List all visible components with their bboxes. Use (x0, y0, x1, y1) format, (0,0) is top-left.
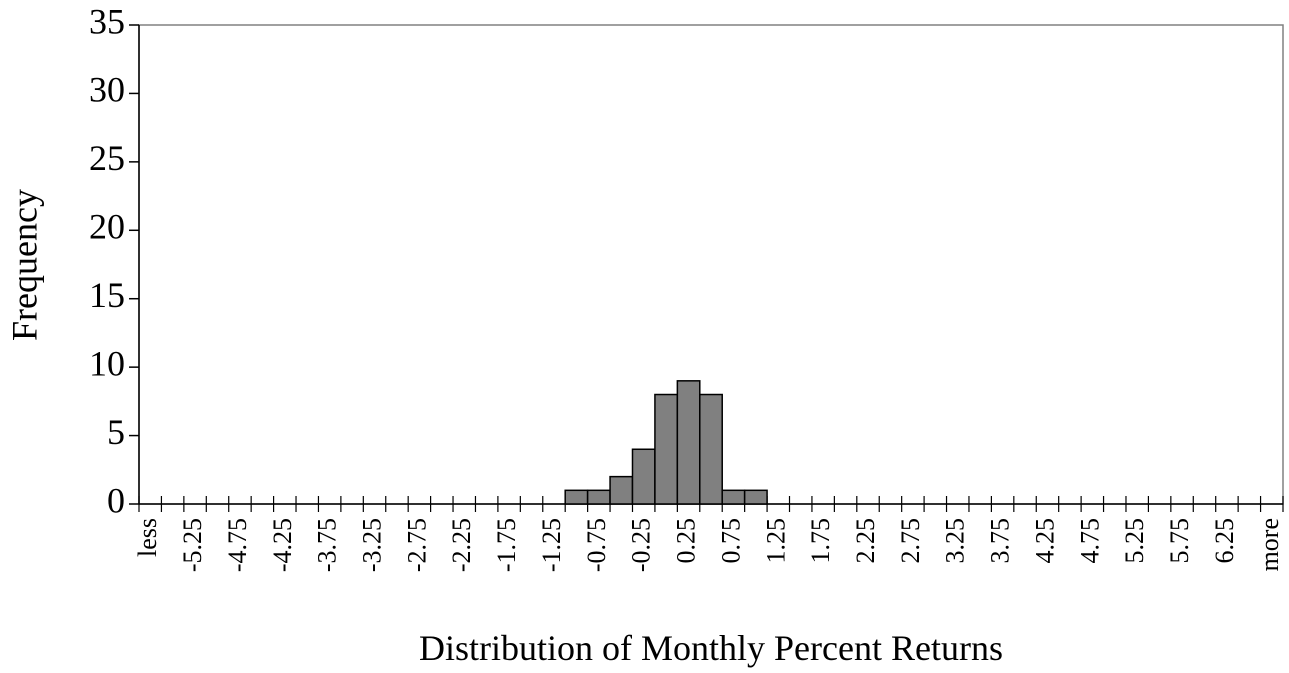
x-tick-label: -1.75 (492, 518, 521, 572)
bar (609, 475, 634, 505)
x-tick-label: -3.75 (313, 518, 342, 572)
x-tick-label: 1.75 (806, 518, 835, 564)
bar (721, 489, 746, 505)
x-tick-label: 3.25 (941, 518, 970, 564)
x-tick-label: -0.75 (582, 518, 611, 572)
x-tick-label: -2.25 (447, 518, 476, 572)
bar (699, 393, 723, 505)
y-axis-title: Frequency (4, 189, 44, 341)
y-tick-label: 10 (89, 343, 125, 383)
x-tick-label: less (133, 518, 162, 557)
x-tick-label: 2.25 (851, 518, 880, 564)
y-tick-label: 0 (107, 480, 125, 520)
x-tick-label: 5.25 (1120, 518, 1149, 564)
x-tick-label: -0.25 (627, 518, 656, 572)
x-tick-label: 1.25 (761, 518, 790, 564)
y-tick-label: 30 (89, 70, 125, 110)
x-axis-title: Distribution of Monthly Percent Returns (419, 628, 1003, 668)
x-tick-label: -4.25 (268, 518, 297, 572)
x-tick-label: 5.75 (1165, 518, 1194, 564)
y-tick-label: 25 (89, 138, 125, 178)
x-tick-label: more (1255, 518, 1284, 571)
bar (586, 489, 611, 505)
x-tick-label: -3.25 (357, 518, 386, 572)
x-tick-label: 2.75 (896, 518, 925, 564)
x-tick-label: 4.25 (1030, 518, 1059, 564)
x-tick-label: 6.25 (1210, 518, 1239, 564)
bar (676, 380, 701, 505)
x-tick-label: -4.75 (223, 518, 252, 572)
bar (654, 393, 679, 505)
y-tick-label: 35 (89, 1, 125, 41)
bar (564, 489, 589, 505)
x-tick-label: -2.75 (402, 518, 431, 572)
x-tick-label: 0.25 (672, 518, 701, 564)
x-tick-label: 0.75 (716, 518, 745, 564)
y-tick-label: 15 (89, 275, 125, 315)
x-tick-label: 4.75 (1075, 518, 1104, 564)
bar (743, 489, 768, 505)
x-tick-label: -5.25 (178, 518, 207, 572)
bar (631, 448, 656, 505)
x-tick-label: 3.75 (986, 518, 1015, 564)
x-tick-label: -1.25 (537, 518, 566, 572)
y-tick-label: 20 (89, 207, 125, 247)
y-tick-label: 5 (107, 412, 125, 452)
